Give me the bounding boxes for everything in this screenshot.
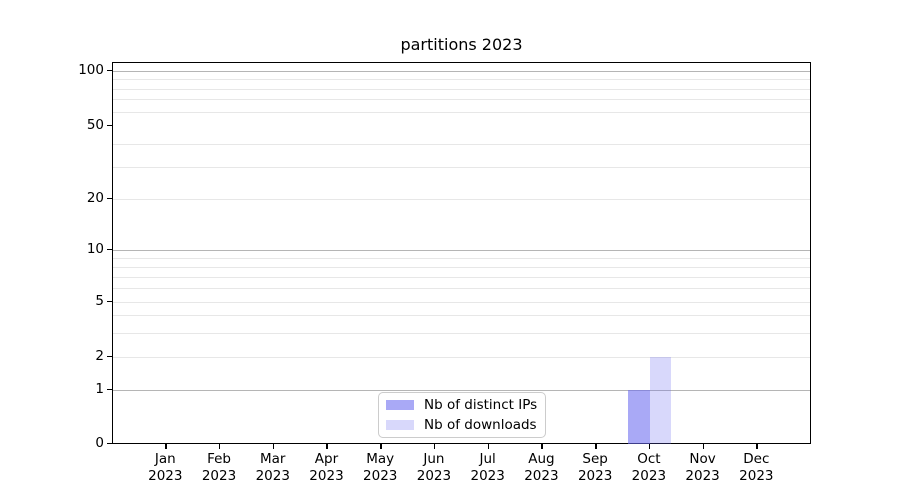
x-tick-year: 2023 — [363, 468, 398, 484]
x-tick-month: Jul — [479, 451, 496, 467]
legend-item-downloads: Nb of downloads — [386, 417, 537, 433]
x-tick-year: 2023 — [524, 468, 559, 484]
y-tick-mark — [107, 249, 112, 251]
chart-title: partitions 2023 — [400, 35, 523, 54]
gridline-minor — [113, 199, 810, 200]
y-tick-mark — [107, 389, 112, 391]
gridline-minor — [113, 88, 810, 90]
legend-item-distinct-ips: Nb of distinct IPs — [386, 397, 537, 413]
x-tick-mark — [433, 444, 436, 449]
gridline-minor — [113, 257, 810, 259]
x-tick-year: 2023 — [255, 468, 290, 484]
legend-swatch-downloads — [386, 420, 414, 430]
x-tick-mark — [272, 444, 275, 449]
y-tick-label: 1 — [95, 381, 104, 397]
y-tick-mark — [107, 356, 112, 358]
x-tick-mark — [219, 444, 221, 449]
x-tick-label: Jan 2023 — [135, 451, 195, 485]
x-tick-month: Jan — [154, 451, 176, 467]
gridline-minor — [113, 266, 810, 268]
x-tick-year: 2023 — [470, 468, 505, 484]
y-tick-mark — [107, 198, 112, 200]
legend-label-distinct-ips: Nb of distinct IPs — [424, 397, 538, 413]
x-tick-month: Oct — [637, 451, 661, 467]
x-tick-mark — [648, 444, 651, 449]
x-tick-mark — [165, 444, 167, 449]
y-tick-label: 100 — [78, 62, 104, 78]
x-tick-month: Dec — [743, 451, 770, 467]
x-tick-label: Aug 2023 — [511, 451, 571, 485]
plot-area — [112, 62, 811, 444]
y-tick-label: 20 — [86, 190, 104, 206]
x-tick-year: 2023 — [201, 468, 237, 484]
x-tick-label: Sep 2023 — [565, 451, 625, 485]
x-tick-month: Aug — [528, 451, 555, 467]
x-tick-mark — [595, 444, 597, 449]
x-tick-year: 2023 — [739, 468, 774, 484]
y-tick-mark — [107, 70, 112, 72]
x-tick-year: 2023 — [577, 468, 613, 484]
bar-nb-of-distinct-ips-oct — [628, 390, 650, 444]
x-tick-month: Mar — [260, 451, 286, 467]
gridline-minor — [113, 315, 810, 317]
y-tick-label: 5 — [95, 293, 104, 309]
x-tick-month: Jun — [423, 451, 445, 467]
gridline-minor — [113, 111, 810, 113]
y-tick-mark — [107, 443, 112, 445]
x-tick-month: Feb — [207, 451, 231, 467]
x-tick-label: Mar 2023 — [243, 451, 303, 485]
legend-swatch-distinct-ips — [386, 400, 414, 410]
x-tick-year: 2023 — [416, 468, 452, 484]
x-tick-label: Apr 2023 — [296, 451, 356, 485]
x-tick-year: 2023 — [631, 468, 667, 484]
x-tick-month: Nov — [689, 451, 716, 467]
x-tick-month: Apr — [314, 451, 339, 467]
x-tick-mark — [702, 444, 704, 449]
gridline-minor — [113, 99, 810, 101]
x-tick-label: Oct 2023 — [619, 451, 679, 485]
x-tick-label: May 2023 — [350, 451, 410, 485]
y-tick-mark — [107, 301, 112, 303]
x-tick-label: Nov 2023 — [673, 451, 733, 485]
gridline-minor — [113, 166, 810, 168]
x-tick-month: May — [366, 451, 395, 467]
x-tick-mark — [380, 444, 382, 449]
gridline-minor — [113, 288, 810, 290]
gridline-major — [113, 71, 810, 72]
gridline-minor — [113, 143, 810, 145]
y-tick-label: 10 — [86, 241, 104, 257]
x-tick-year: 2023 — [685, 468, 720, 484]
x-tick-mark — [487, 444, 490, 449]
gridline-minor — [113, 302, 810, 303]
x-tick-mark — [326, 444, 328, 449]
gridline-minor — [113, 357, 810, 358]
gridline-minor — [113, 79, 810, 81]
gridline-minor — [113, 332, 810, 334]
gridline-major — [113, 250, 810, 251]
x-tick-mark — [541, 444, 543, 449]
y-tick-label: 50 — [86, 117, 104, 133]
bar-nb-of-downloads-oct — [649, 357, 672, 444]
y-tick-label: 2 — [95, 348, 104, 364]
legend: Nb of distinct IPs Nb of downloads — [378, 392, 546, 438]
x-tick-label: Feb 2023 — [189, 451, 249, 485]
y-tick-label: 0 — [95, 435, 104, 451]
legend-label-downloads: Nb of downloads — [424, 417, 537, 433]
x-tick-year: 2023 — [309, 468, 344, 484]
x-tick-label: Dec 2023 — [726, 451, 786, 485]
x-tick-label: Jun 2023 — [404, 451, 464, 485]
y-tick-mark — [107, 125, 112, 127]
gridline-major — [113, 390, 810, 391]
x-tick-mark — [756, 444, 758, 449]
x-tick-year: 2023 — [148, 468, 183, 484]
gridline-minor — [113, 276, 810, 278]
x-tick-month: Sep — [582, 451, 608, 467]
x-tick-label: Jul 2023 — [458, 451, 518, 485]
